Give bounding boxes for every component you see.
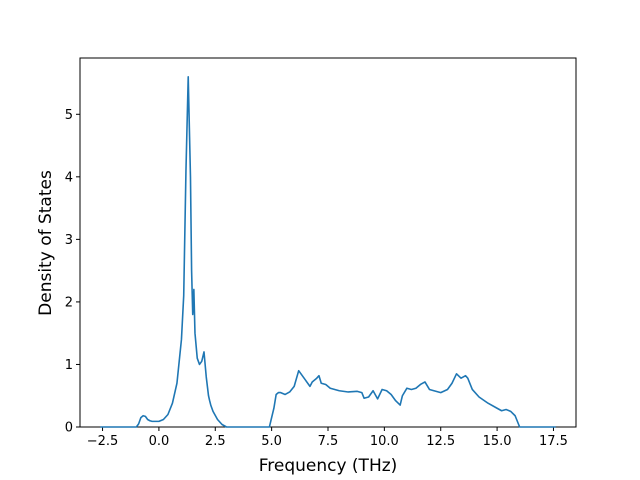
plot-frame [80, 58, 576, 427]
y-tick-label: 2 [65, 295, 73, 310]
y-axis-label: Density of States [36, 170, 56, 316]
y-tick-label: 3 [65, 233, 73, 248]
x-tick-label: −2.5 [87, 434, 119, 449]
x-tick-label: 10.0 [370, 434, 399, 449]
x-tick-label: 0.0 [149, 434, 170, 449]
y-tick-label: 5 [65, 108, 73, 123]
plot-area-border [80, 58, 576, 427]
y-tick-label: 0 [65, 421, 73, 436]
x-axis-ticks: −2.5 0.0 2.5 5.0 7.5 10.0 12.5 15.0 17.5 [87, 427, 568, 449]
series-layer [100, 77, 555, 427]
x-tick-label: 2.5 [205, 434, 226, 449]
y-tick-label: 1 [65, 358, 73, 373]
x-tick-label: 7.5 [318, 434, 339, 449]
x-tick-label: 12.5 [426, 434, 455, 449]
x-tick-label: 5.0 [261, 434, 282, 449]
dos-line [100, 77, 555, 427]
y-tick-label: 4 [65, 170, 73, 185]
y-axis-ticks: 0 1 2 3 4 5 [65, 108, 80, 436]
x-tick-label: 17.5 [539, 434, 568, 449]
x-axis-label: Frequency (THz) [259, 456, 398, 476]
x-tick-label: 15.0 [483, 434, 512, 449]
